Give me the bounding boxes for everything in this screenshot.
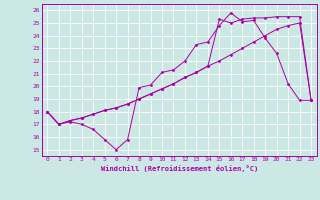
X-axis label: Windchill (Refroidissement éolien,°C): Windchill (Refroidissement éolien,°C) [100, 165, 258, 172]
